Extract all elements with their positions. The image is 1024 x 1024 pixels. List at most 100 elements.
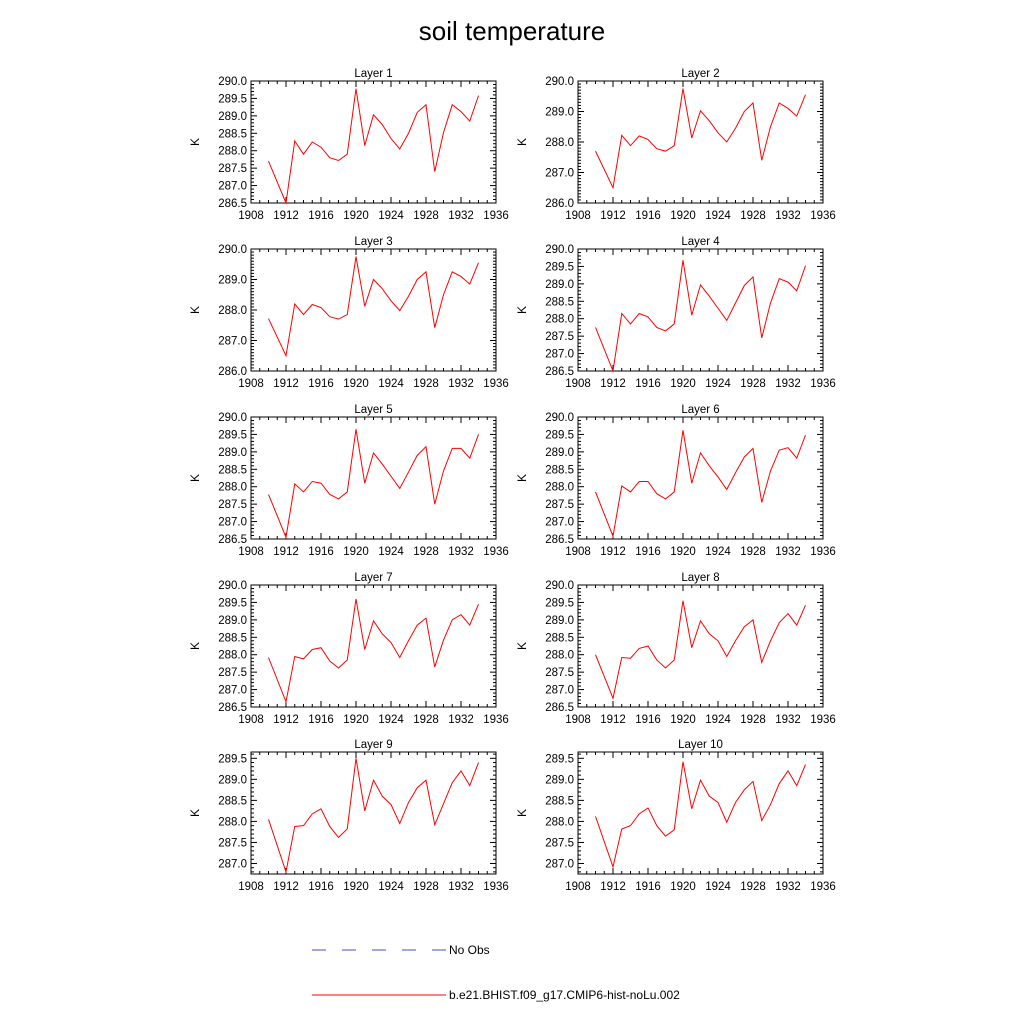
y-tick-label: 287.5: [218, 667, 247, 679]
y-tick-label: 288.5: [545, 795, 574, 807]
y-tick-label: 287.5: [545, 331, 574, 343]
y-tick-label: 288.0: [545, 137, 574, 149]
x-tick-label: 1936: [483, 881, 509, 893]
y-tick-label: 288.0: [545, 650, 574, 662]
x-tick-label: 1908: [565, 546, 591, 558]
y-tick-label: 290.0: [545, 76, 574, 88]
x-tick-label: 1932: [448, 714, 474, 726]
y-axis-label: K: [515, 642, 529, 650]
x-tick-label: 1932: [775, 210, 801, 222]
y-tick-label: 287.5: [545, 837, 574, 849]
x-tick-label: 1912: [273, 714, 299, 726]
panel-title: Layer 6: [681, 404, 719, 416]
series-line-model: [268, 429, 479, 540]
y-tick-label: 288.0: [545, 482, 574, 494]
y-tick-label: 288.0: [218, 816, 247, 828]
x-tick-label: 1932: [775, 546, 801, 558]
x-tick-label: 1912: [273, 210, 299, 222]
x-tick-label: 1924: [378, 378, 404, 390]
y-tick-label: 290.0: [218, 244, 247, 256]
legend-label-model: b.e21.BHIST.f09_g17.CMIP6-hist-noLu.002: [449, 988, 680, 1002]
y-tick-label: 289.0: [218, 275, 247, 287]
y-axis-label: K: [188, 138, 202, 146]
y-tick-label: 287.5: [545, 667, 574, 679]
x-tick-label: 1936: [810, 714, 836, 726]
x-tick-label: 1928: [740, 210, 766, 222]
y-tick-label: 287.0: [218, 336, 247, 348]
y-tick-label: 290.0: [218, 76, 247, 88]
y-tick-label: 288.5: [218, 632, 247, 644]
x-tick-label: 1916: [308, 210, 334, 222]
x-tick-label: 1924: [378, 546, 404, 558]
y-tick-label: 287.0: [218, 858, 247, 870]
x-tick-label: 1924: [705, 546, 731, 558]
x-tick-label: 1912: [273, 881, 299, 893]
x-tick-label: 1932: [448, 546, 474, 558]
series-line-model: [268, 88, 479, 205]
x-tick-label: 1920: [343, 881, 369, 893]
x-tick-label: 1928: [413, 881, 439, 893]
y-tick-label: 290.0: [218, 580, 247, 592]
y-tick-label: 287.0: [545, 858, 574, 870]
y-tick-label: 289.0: [545, 279, 574, 291]
panel-layer-3: Layer 3 K 1908 1912 1916 1920 1924 1928 1932 1936…: [188, 236, 509, 390]
y-tick-label: 288.0: [218, 650, 247, 662]
x-tick-label: 1908: [238, 210, 264, 222]
series-line-model: [268, 598, 479, 704]
plot-frame: [250, 416, 497, 540]
y-tick-label: 288.0: [218, 305, 247, 317]
x-tick-label: 1928: [413, 546, 439, 558]
x-tick-label: 1928: [740, 714, 766, 726]
plot-frame: [577, 80, 824, 204]
panel-title: Layer 5: [354, 404, 392, 416]
y-tick-label: 286.5: [545, 366, 574, 378]
x-tick-label: 1912: [600, 881, 626, 893]
x-tick-label: 1932: [775, 378, 801, 390]
series-line-model: [595, 761, 806, 869]
x-tick-label: 1932: [448, 210, 474, 222]
y-tick-label: 288.5: [545, 464, 574, 476]
y-tick-label: 288.5: [218, 464, 247, 476]
y-axis-label: K: [515, 306, 529, 314]
y-axis-label: K: [515, 809, 529, 817]
x-tick-label: 1920: [343, 546, 369, 558]
y-tick-label: 289.0: [545, 107, 574, 119]
x-tick-label: 1912: [600, 210, 626, 222]
panel-layer-9: Layer 9 K 1908 1912 1916 1920 1924 1928 1932 1936…: [188, 739, 509, 893]
x-tick-label: 1916: [308, 881, 334, 893]
plot-frame: [250, 751, 497, 875]
x-tick-label: 1924: [705, 714, 731, 726]
y-tick-label: 287.0: [545, 517, 574, 529]
panel-layer-7: Layer 7 K 1908 1912 1916 1920 1924 1928 1932 1936…: [188, 572, 509, 726]
x-tick-label: 1924: [378, 210, 404, 222]
y-tick-label: 288.5: [218, 795, 247, 807]
x-tick-label: 1936: [810, 210, 836, 222]
x-tick-label: 1928: [740, 881, 766, 893]
x-tick-label: 1936: [810, 378, 836, 390]
x-tick-label: 1936: [483, 210, 509, 222]
y-tick-label: 289.5: [218, 429, 247, 441]
series-line-model: [595, 260, 806, 373]
x-tick-label: 1924: [705, 210, 731, 222]
panel-title: Layer 8: [681, 572, 719, 584]
figure-title: soil temperature: [419, 16, 605, 46]
y-tick-label: 289.0: [218, 447, 247, 459]
x-tick-label: 1908: [238, 378, 264, 390]
x-tick-label: 1916: [635, 714, 661, 726]
x-tick-label: 1924: [705, 378, 731, 390]
x-tick-label: 1932: [775, 881, 801, 893]
panel-layer-8: Layer 8 K 1908 1912 1916 1920 1924 1928 1932 1936…: [515, 572, 836, 726]
y-tick-label: 288.5: [545, 632, 574, 644]
x-tick-label: 1928: [413, 714, 439, 726]
x-tick-label: 1924: [705, 881, 731, 893]
x-tick-label: 1928: [413, 378, 439, 390]
panel-layer-10: Layer 10 K 1908 1912 1916 1920 1924 1928 1932 193…: [515, 739, 836, 893]
x-tick-label: 1936: [810, 546, 836, 558]
y-tick-label: 290.0: [545, 412, 574, 424]
plot-frame: [250, 80, 497, 204]
x-tick-label: 1908: [238, 881, 264, 893]
y-tick-label: 289.5: [218, 597, 247, 609]
y-tick-label: 289.0: [218, 615, 247, 627]
panel-layer-5: Layer 5 K 1908 1912 1916 1920 1924 1928 1932 1936…: [188, 404, 509, 558]
y-tick-label: 287.5: [218, 837, 247, 849]
